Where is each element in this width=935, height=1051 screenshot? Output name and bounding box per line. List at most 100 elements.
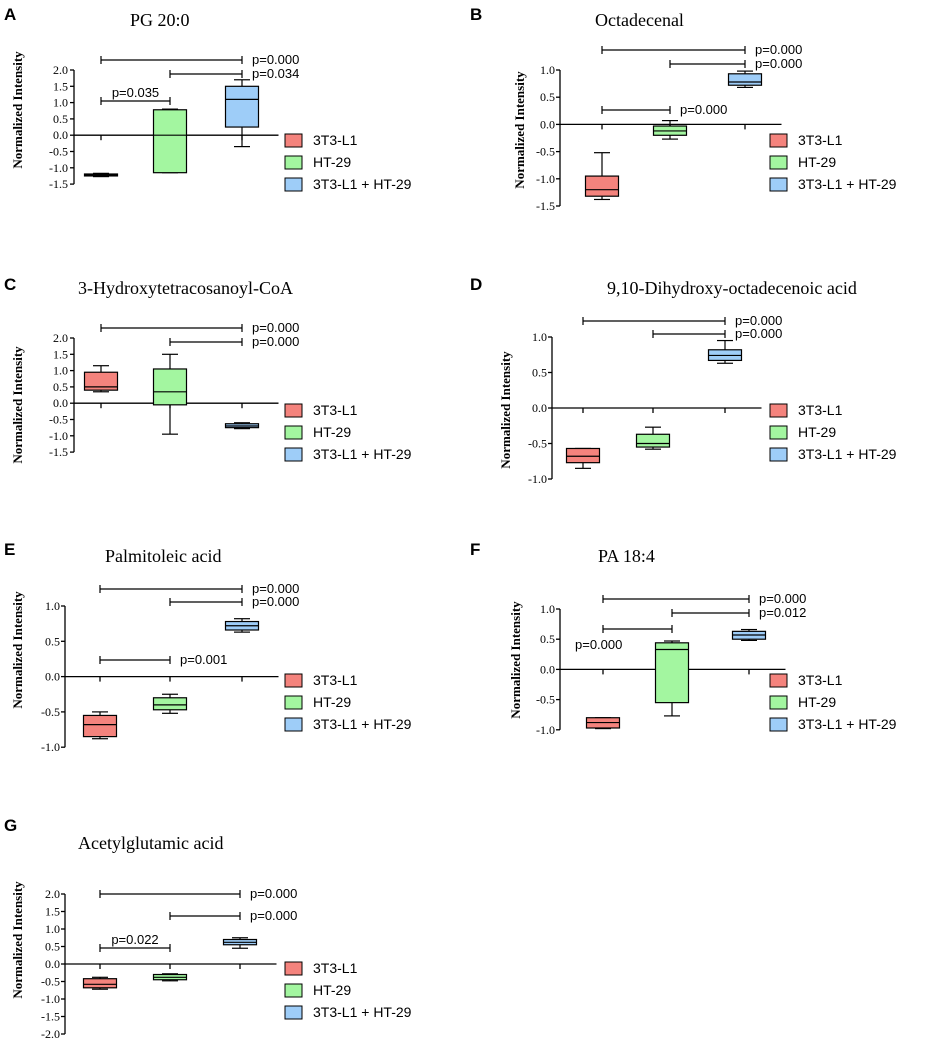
comparison-bracket: p=0.000 [601, 42, 802, 57]
legend-swatch [284, 983, 303, 998]
legend-item: 3T3-L1 + HT-29 [284, 176, 412, 192]
legend-swatch [769, 447, 788, 462]
box-1 [82, 976, 118, 990]
legend-item: 3T3-L1 [769, 672, 843, 688]
y-tick-label: -0.5 [49, 413, 68, 427]
y-tick-label: 1.0 [45, 922, 60, 936]
box-2 [152, 693, 188, 714]
legend-item: HT-29 [284, 424, 351, 440]
box-body [152, 109, 188, 174]
box-body [635, 433, 671, 448]
p-value-label: p=0.000 [735, 326, 782, 341]
box-2 [652, 119, 688, 140]
y-tick-label: -1.5 [49, 177, 68, 191]
y-tick-label: 1.0 [540, 63, 555, 77]
y-axis-label: Normalized Intensity [10, 881, 25, 999]
legend-label: HT-29 [798, 424, 836, 440]
legend-item: 3T3-L1 [284, 132, 358, 148]
legend-label: HT-29 [313, 424, 351, 440]
y-tick-label: -0.5 [536, 145, 555, 159]
legend-swatch [284, 177, 303, 192]
comparison-bracket: p=0.000 [169, 594, 299, 609]
box-body [83, 371, 119, 391]
box-body [152, 368, 188, 406]
legend-item: 3T3-L1 [284, 672, 358, 688]
legend-label: 3T3-L1 + HT-29 [798, 716, 897, 732]
y-tick-label: -1.0 [49, 161, 68, 175]
y-axis-label: Normalized Intensity [508, 601, 523, 719]
y-axis-label: Normalized Intensity [10, 591, 25, 709]
y-tick-label: -0.5 [41, 705, 60, 719]
legend-label: 3T3-L1 + HT-29 [798, 446, 897, 462]
comparison-bracket: p=0.000 [582, 313, 782, 328]
p-value-label: p=0.000 [250, 886, 297, 901]
panel-title: 9,10-Dihydroxy-octadecenoic acid [607, 278, 857, 298]
legend-label: 3T3-L1 [313, 402, 358, 418]
p-value-label: p=0.000 [250, 908, 297, 923]
y-tick-label: 1.0 [45, 599, 60, 613]
comparison-bracket: p=0.000 [652, 326, 782, 341]
box-1 [82, 711, 118, 740]
y-tick-label: 0.0 [53, 128, 68, 142]
legend-swatch [284, 695, 303, 710]
y-axis-label: Normalized Intensity [512, 71, 527, 189]
panel-b: B Octadecenal Normalized Intensity 1.0 0.5 0.… [470, 5, 897, 213]
y-tick-label: 0.0 [532, 401, 547, 415]
legend-item: HT-29 [284, 154, 351, 170]
legend-item: 3T3-L1 + HT-29 [284, 446, 412, 462]
panel-letter: F [470, 540, 480, 559]
comparison-bracket: p=0.000 [99, 886, 297, 901]
comparison-bracket: p=0.000 [669, 56, 802, 71]
y-tick-label: -1.5 [41, 1010, 60, 1024]
y-tick-label: -0.5 [49, 145, 68, 159]
y-tick-label: -1.5 [536, 199, 555, 213]
box-body [224, 85, 260, 128]
comparison-bracket: p=0.000 [575, 625, 673, 652]
legend-label: 3T3-L1 [313, 960, 358, 976]
panel-f: F PA 18:4 Normalized Intensity 1.0 0.5 0.0 -0.… [470, 540, 897, 737]
legend: 3T3-L1 HT-29 3T3-L1 + HT-29 [769, 672, 897, 732]
comparison-bracket: p=0.000 [100, 320, 299, 335]
legend-label: 3T3-L1 [798, 402, 843, 418]
comparison-bracket: p=0.034 [169, 66, 299, 81]
panel-d: D 9,10-Dihydroxy-octadecenoic acid Normali… [470, 275, 897, 486]
y-tick-label: 0.5 [53, 112, 68, 126]
box-1 [83, 172, 119, 178]
comparison-bracket: p=0.000 [100, 52, 299, 67]
panel-title: 3-Hydroxytetracosanoyl-CoA [78, 278, 293, 298]
legend-label: 3T3-L1 [798, 672, 843, 688]
legend-item: 3T3-L1 [769, 402, 843, 418]
box-2 [654, 640, 690, 717]
p-value-label: p=0.022 [111, 932, 158, 947]
panel-letter: A [4, 5, 16, 24]
comparison-bracket: p=0.000 [169, 908, 297, 923]
y-tick-label: 1.0 [532, 330, 547, 344]
legend-item: HT-29 [769, 424, 836, 440]
legend-swatch [769, 177, 788, 192]
box-2 [152, 973, 188, 982]
y-tick-label: -1.5 [49, 445, 68, 459]
box-3 [731, 628, 767, 642]
box-1 [585, 717, 621, 730]
panel-letter: D [470, 275, 482, 294]
legend-label: 3T3-L1 [798, 132, 843, 148]
y-tick-label: 0.5 [53, 380, 68, 394]
legend: 3T3-L1 HT-29 3T3-L1 + HT-29 [769, 132, 897, 192]
p-value-label: p=0.000 [755, 56, 802, 71]
legend-swatch [769, 673, 788, 688]
y-axis-label: Normalized Intensity [498, 351, 513, 469]
legend-swatch [284, 673, 303, 688]
y-tick-label: 0.0 [45, 957, 60, 971]
box-body [82, 714, 118, 738]
legend-item: 3T3-L1 + HT-29 [284, 1004, 412, 1020]
y-tick-label: 2.0 [53, 331, 68, 345]
p-value-label: p=0.000 [755, 42, 802, 57]
y-tick-label: 1.5 [53, 79, 68, 93]
box-1 [584, 152, 620, 201]
legend-label: 3T3-L1 + HT-29 [798, 176, 897, 192]
box-body [565, 447, 601, 464]
box-2 [152, 353, 188, 435]
legend: 3T3-L1 HT-29 3T3-L1 + HT-29 [284, 960, 412, 1020]
y-tick-label: -2.0 [41, 1027, 60, 1041]
